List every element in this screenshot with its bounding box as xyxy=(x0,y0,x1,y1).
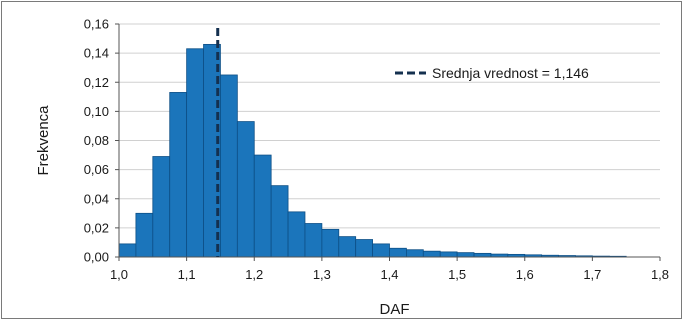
x-tick-label: 1,6 xyxy=(516,267,534,282)
y-axis-label: Frekvenca xyxy=(35,105,52,176)
histogram-bar xyxy=(135,212,154,258)
histogram-bar xyxy=(473,252,492,258)
histogram-bar xyxy=(270,185,289,258)
x-tick-label: 1,0 xyxy=(110,267,128,282)
y-tick-label: 0,14 xyxy=(84,46,109,61)
x-tick-label: 1,3 xyxy=(313,267,331,282)
histogram-bar xyxy=(372,243,390,258)
histogram-bar xyxy=(220,74,238,258)
y-tick-label: 0,06 xyxy=(84,162,109,177)
x-tick-label: 1,5 xyxy=(448,267,466,282)
y-tick-label: 0,08 xyxy=(84,133,109,148)
histogram-bar xyxy=(152,156,171,258)
y-tick-label: 0,04 xyxy=(84,191,109,206)
histogram-bar xyxy=(287,211,306,258)
histogram-bar xyxy=(456,252,475,258)
histogram-bar xyxy=(304,223,323,258)
legend-mean-label: Srednja vrednost = 1,146 xyxy=(432,65,589,81)
histogram-bar xyxy=(422,250,441,258)
y-tick-label: 0,10 xyxy=(84,104,109,119)
histogram-bar xyxy=(406,249,424,258)
x-tick-labels: 1,0 1,1 1,2 1,3 1,4 1,5 1,6 1,7 1,8 xyxy=(110,257,669,282)
histogram-bar xyxy=(439,251,458,258)
x-tick-label: 1,2 xyxy=(245,267,263,282)
histogram-bar xyxy=(321,228,340,258)
histogram-bar xyxy=(169,92,188,258)
y-tick-label: 0,12 xyxy=(84,75,109,90)
x-axis-label: DAF xyxy=(380,301,410,318)
x-tick-label: 1,8 xyxy=(651,267,669,282)
histogram-bar xyxy=(253,154,272,258)
x-tick-label: 1,1 xyxy=(178,267,196,282)
x-tick-label: 1,4 xyxy=(380,267,398,282)
histogram-bar xyxy=(236,121,255,258)
histogram-bar xyxy=(118,243,137,258)
histogram-bar xyxy=(355,239,373,258)
y-tick-label: 0,16 xyxy=(84,17,109,32)
histogram-bar xyxy=(389,247,407,258)
x-tick-label: 1,7 xyxy=(583,267,601,282)
y-tick-label: 0,02 xyxy=(84,220,109,235)
histogram-bar xyxy=(186,48,204,258)
y-tick-labels: 0,00 0,02 0,04 0,06 0,08 0,10 0,12 0,14 0,16 xyxy=(84,17,119,265)
legend: Srednja vrednost = 1,146 xyxy=(395,65,589,81)
histogram-bar xyxy=(338,236,357,258)
y-tick-label: 0,00 xyxy=(84,250,109,265)
